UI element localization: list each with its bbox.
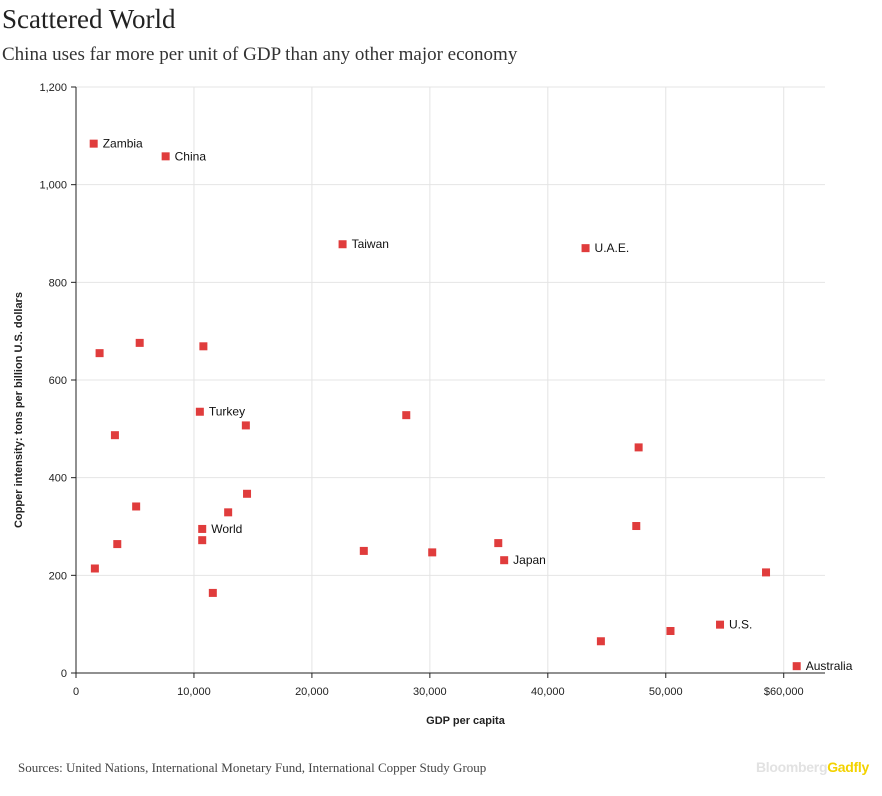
logo-bloomberg: Bloomberg — [756, 759, 828, 775]
y-tick-label-1: 200 — [49, 570, 67, 582]
data-point-17 — [113, 540, 122, 549]
x-tick-label-4: 40,000 — [531, 686, 565, 698]
data-point-25 — [762, 568, 771, 577]
data-point-1 — [161, 152, 170, 161]
y-axis-label: Copper intensity: tons per billion U.S. … — [13, 292, 25, 528]
y-tick-label-0: 0 — [61, 668, 67, 680]
x-tick-label-1: 10,000 — [177, 686, 211, 698]
data-point-2 — [338, 240, 347, 249]
data-point-13 — [132, 502, 141, 511]
data-label-26: U.S. — [729, 618, 752, 632]
data-point-6 — [199, 342, 208, 351]
bloomberg-gadfly-logo: BloombergGadfly — [756, 759, 869, 775]
data-label-22: Japan — [513, 553, 546, 567]
data-label-1: China — [175, 149, 207, 163]
chart-subtitle: China uses far more per unit of GDP than… — [2, 44, 518, 65]
data-point-29 — [792, 662, 801, 671]
data-point-16 — [198, 536, 207, 545]
data-label-0: Zambia — [103, 137, 143, 151]
data-point-4 — [95, 349, 104, 358]
data-label-15: World — [211, 522, 242, 536]
chart-title: Scattered World — [2, 4, 176, 34]
data-label-2: Taiwan — [352, 237, 389, 251]
data-label-7: Turkey — [209, 405, 245, 419]
y-tick-label-5: 1,000 — [39, 180, 67, 192]
data-point-24 — [208, 588, 217, 597]
data-label-29: Australia — [806, 659, 853, 673]
data-point-10 — [402, 411, 411, 420]
data-point-7 — [195, 407, 204, 416]
data-point-19 — [359, 546, 368, 555]
data-point-11 — [634, 443, 643, 452]
data-label-3: U.A.E. — [595, 241, 630, 255]
data-point-8 — [110, 431, 119, 440]
data-point-9 — [241, 421, 250, 430]
data-point-20 — [428, 548, 437, 557]
logo-gadfly: Gadfly — [827, 759, 869, 775]
scatter-chart: 0 200 400 600 800 1,000 1,200 0 10,000 20,000 30,0… — [13, 82, 853, 727]
x-tick-label-6: $60,000 — [764, 686, 804, 698]
x-tick-label-3: 30,000 — [413, 686, 447, 698]
y-tick-label-6: 1,200 — [39, 82, 67, 94]
data-point-14 — [224, 508, 233, 517]
y-tick-label-4: 800 — [49, 277, 67, 289]
x-tick-label-0: 0 — [73, 686, 79, 698]
y-tick-label-2: 400 — [49, 473, 67, 485]
data-point-5 — [135, 338, 144, 347]
data-point-18 — [632, 522, 641, 531]
data-point-3 — [581, 244, 590, 253]
data-point-0 — [89, 139, 98, 148]
data-point-22 — [500, 556, 509, 565]
x-axis-label: GDP per capita — [426, 715, 506, 727]
x-tick-label-2: 20,000 — [295, 686, 329, 698]
data-point-21 — [494, 539, 503, 548]
y-tick-label-3: 600 — [49, 375, 67, 387]
x-tick-label-5: 50,000 — [649, 686, 683, 698]
data-point-27 — [666, 627, 675, 636]
data-point-12 — [243, 489, 252, 498]
data-point-15 — [198, 524, 207, 533]
data-point-26 — [716, 620, 725, 629]
data-point-23 — [90, 564, 99, 573]
source-note: Sources: United Nations, International M… — [18, 760, 487, 775]
data-point-28 — [596, 637, 605, 646]
